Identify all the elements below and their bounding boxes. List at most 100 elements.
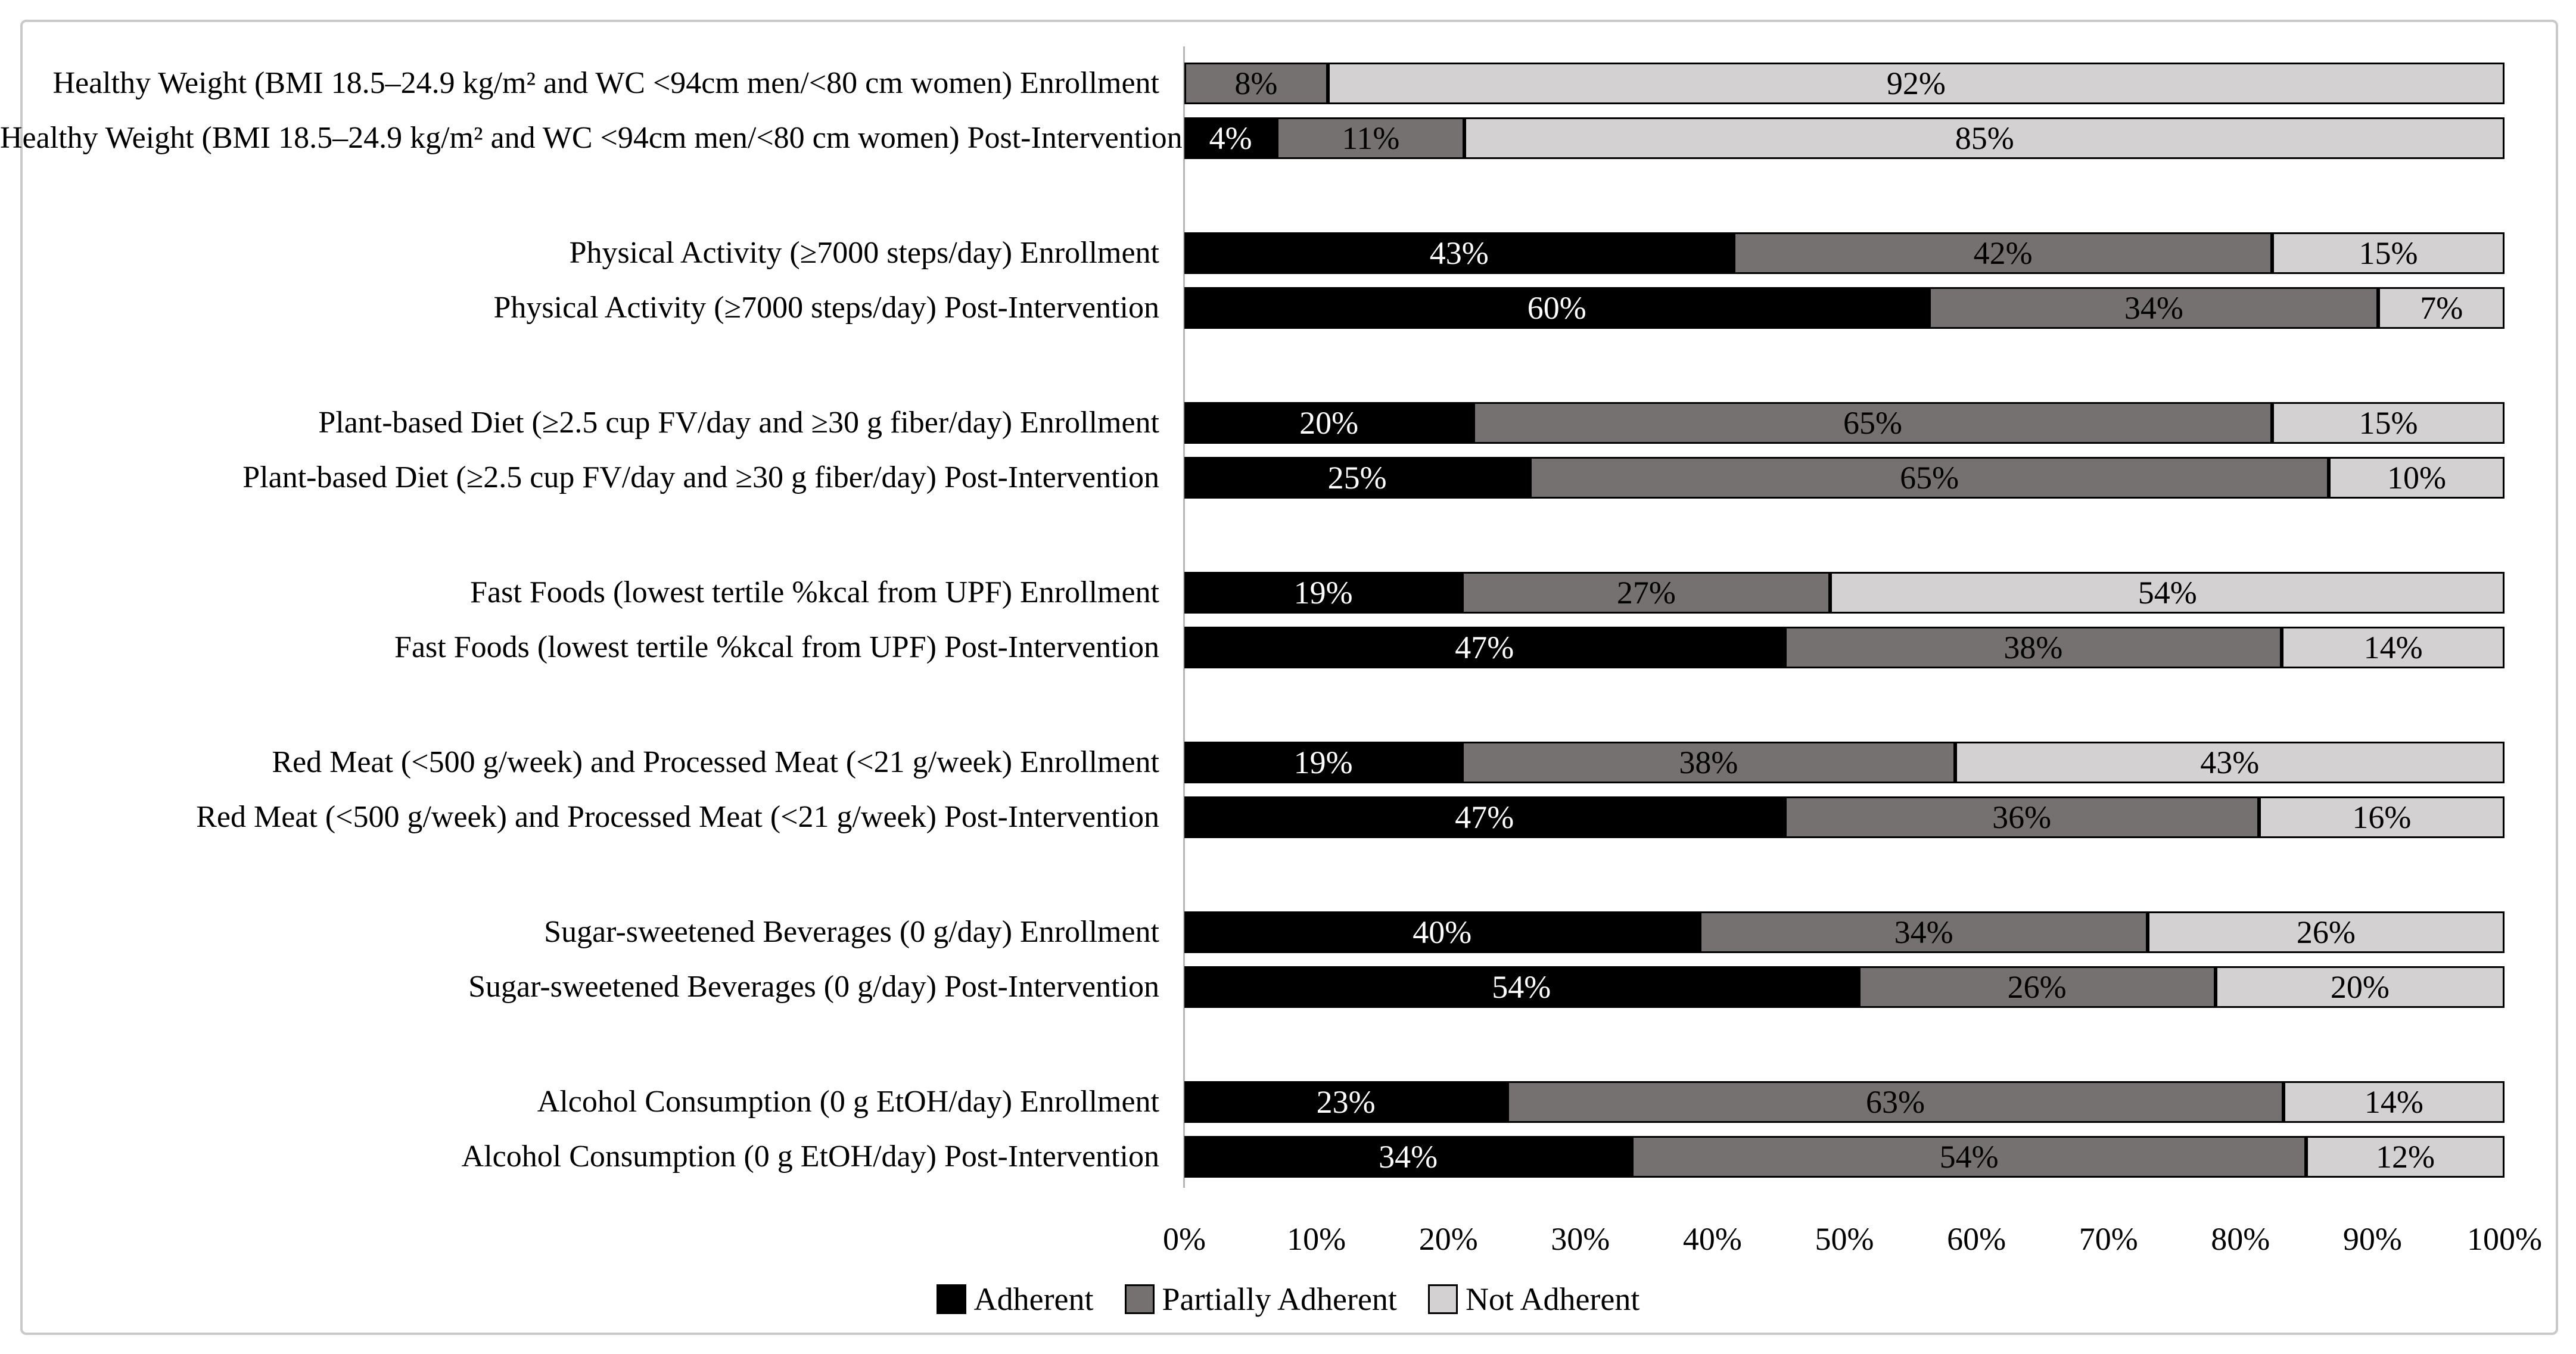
data-label: 40%	[1413, 914, 1472, 950]
data-label: 65%	[1843, 405, 1903, 441]
legend-swatch-icon	[1427, 1284, 1458, 1314]
data-label: 43%	[1429, 235, 1489, 271]
data-label: 38%	[1679, 745, 1738, 780]
category-label: Plant-based Diet (≥2.5 cup FV/day and ≥3…	[318, 406, 1159, 440]
bar-segment-partially-adherent: 27%	[1462, 572, 1831, 614]
bar-segment-not-adherent: 92%	[1327, 63, 2505, 104]
data-label: 20%	[2330, 969, 2390, 1005]
bar-segment-not-adherent: 15%	[2272, 402, 2505, 444]
stacked-bar: 4% 11% 85%	[1184, 117, 2505, 159]
data-label: 26%	[2296, 914, 2356, 950]
data-label: 25%	[1327, 460, 1387, 496]
bar-row: Sugar-sweetened Beverages (0 g/day) Post…	[0, 966, 2505, 1008]
data-label: 42%	[1973, 235, 2033, 271]
bar-segment-partially-adherent: 54%	[1632, 1136, 2306, 1178]
bar-segment-partially-adherent: 11%	[1277, 117, 1465, 159]
data-label: 60%	[1527, 290, 1586, 326]
legend-label: Not Adherent	[1465, 1281, 1640, 1317]
bar-segment-adherent: 60%	[1184, 287, 1930, 329]
data-label: 63%	[1866, 1084, 1925, 1120]
legend-item: Not Adherent	[1427, 1281, 1640, 1317]
data-label: 14%	[2363, 630, 2423, 665]
category-label: Red Meat (<500 g/week) and Processed Mea…	[196, 800, 1159, 834]
bar-segment-adherent: 19%	[1184, 742, 1463, 783]
bar-row: Alcohol Consumption (0 g EtOH/day) Post-…	[0, 1136, 2505, 1178]
data-label: 85%	[1955, 120, 2014, 156]
category-label: Physical Activity (≥7000 steps/day) Enro…	[569, 236, 1159, 270]
data-label: 92%	[1886, 66, 1946, 101]
bar-segment-partially-adherent: 63%	[1507, 1081, 2283, 1123]
bar-row: Sugar-sweetened Beverages (0 g/day) Enro…	[0, 911, 2505, 953]
bar-segment-not-adherent: 26%	[2147, 911, 2505, 953]
data-label: 7%	[2420, 290, 2463, 326]
bar-segment-partially-adherent: 26%	[1858, 966, 2216, 1008]
x-axis-tick-label: 40%	[1682, 1221, 1742, 1257]
bar-row: Healthy Weight (BMI 18.5–24.9 kg/m² and …	[0, 117, 2505, 159]
data-label: 19%	[1293, 745, 1353, 780]
legend-label: Adherent	[973, 1281, 1094, 1317]
bar-segment-adherent: 19%	[1184, 572, 1463, 614]
data-label: 4%	[1209, 120, 1252, 156]
data-label: 36%	[1992, 799, 2052, 835]
stacked-bar: 34% 54% 12%	[1184, 1136, 2505, 1178]
data-label: 38%	[2003, 630, 2063, 665]
x-axis-tick-label: 50%	[1815, 1221, 1874, 1257]
legend-item: Partially Adherent	[1124, 1281, 1397, 1317]
legend-item: Adherent	[936, 1281, 1094, 1317]
bar-segment-not-adherent: 7%	[2378, 287, 2505, 329]
data-label: 47%	[1455, 799, 1514, 835]
data-label: 15%	[2359, 235, 2418, 271]
x-axis-tick-label: 20%	[1418, 1221, 1478, 1257]
category-label: Fast Foods (lowest tertile %kcal from UP…	[470, 575, 1159, 609]
bar-segment-not-adherent: 85%	[1464, 117, 2505, 159]
data-label: 34%	[1379, 1139, 1438, 1175]
bar-segment-adherent: 47%	[1184, 796, 1785, 838]
legend-swatch-icon	[936, 1284, 966, 1314]
data-label: 20%	[1299, 405, 1359, 441]
bar-segment-partially-adherent: 36%	[1784, 796, 2259, 838]
bar-segment-adherent: 54%	[1184, 966, 1859, 1008]
data-label: 10%	[2387, 460, 2446, 496]
bar-segment-adherent: 23%	[1184, 1081, 1508, 1123]
stacked-bar: 54% 26% 20%	[1184, 966, 2505, 1008]
x-axis-tick-label: 30%	[1551, 1221, 1610, 1257]
bar-segment-adherent: 47%	[1184, 627, 1785, 668]
bar-segment-partially-adherent: 65%	[1530, 457, 2329, 499]
legend-label: Partially Adherent	[1162, 1281, 1397, 1317]
bar-segment-partially-adherent: 34%	[1700, 911, 2148, 953]
data-label: 54%	[2138, 575, 2197, 611]
bar-segment-not-adherent: 20%	[2215, 966, 2505, 1008]
data-label: 12%	[2375, 1139, 2435, 1175]
bar-segment-adherent: 4%	[1184, 117, 1277, 159]
stacked-bar: 19% 27% 54%	[1184, 572, 2505, 614]
bar-row: Plant-based Diet (≥2.5 cup FV/day and ≥3…	[0, 457, 2505, 499]
data-label: 26%	[2007, 969, 2067, 1005]
data-label: 11%	[1342, 120, 1400, 156]
legend-swatch-icon	[1124, 1284, 1155, 1314]
category-label: Alcohol Consumption (0 g EtOH/day) Enrol…	[537, 1085, 1159, 1119]
category-label: Physical Activity (≥7000 steps/day) Post…	[493, 291, 1159, 325]
data-label: 34%	[1894, 914, 1953, 950]
category-label: Alcohol Consumption (0 g EtOH/day) Post-…	[461, 1140, 1159, 1174]
bar-row: Fast Foods (lowest tertile %kcal from UP…	[0, 572, 2505, 614]
stacked-bar: 60% 34% 7%	[1184, 287, 2505, 329]
x-axis-tick-label: 0%	[1163, 1221, 1206, 1257]
x-axis-tick-label: 60%	[1947, 1221, 2006, 1257]
bar-segment-partially-adherent: 42%	[1734, 232, 2272, 274]
bar-chart-rows: Healthy Weight (BMI 18.5–24.9 kg/m² and …	[0, 63, 2505, 1178]
category-label: Sugar-sweetened Beverages (0 g/day) Post…	[468, 970, 1159, 1004]
stacked-bar: 47% 36% 16%	[1184, 796, 2505, 838]
bar-segment-not-adherent: 54%	[1830, 572, 2505, 614]
category-label: Healthy Weight (BMI 18.5–24.9 kg/m² and …	[52, 66, 1159, 100]
bar-segment-partially-adherent: 38%	[1784, 627, 2282, 668]
category-label: Red Meat (<500 g/week) and Processed Mea…	[272, 745, 1159, 779]
bar-segment-not-adherent: 15%	[2272, 232, 2505, 274]
data-label: 47%	[1455, 630, 1514, 665]
bar-segment-partially-adherent: 8%	[1184, 63, 1328, 104]
stacked-bar: 19% 38% 43%	[1184, 742, 2505, 783]
data-label: 23%	[1316, 1084, 1376, 1120]
stacked-bar: 40% 34% 26%	[1184, 911, 2505, 953]
bar-row: Red Meat (<500 g/week) and Processed Mea…	[0, 742, 2505, 783]
stacked-bar: 8% 92%	[1184, 63, 2505, 104]
bar-segment-not-adherent: 10%	[2328, 457, 2505, 499]
